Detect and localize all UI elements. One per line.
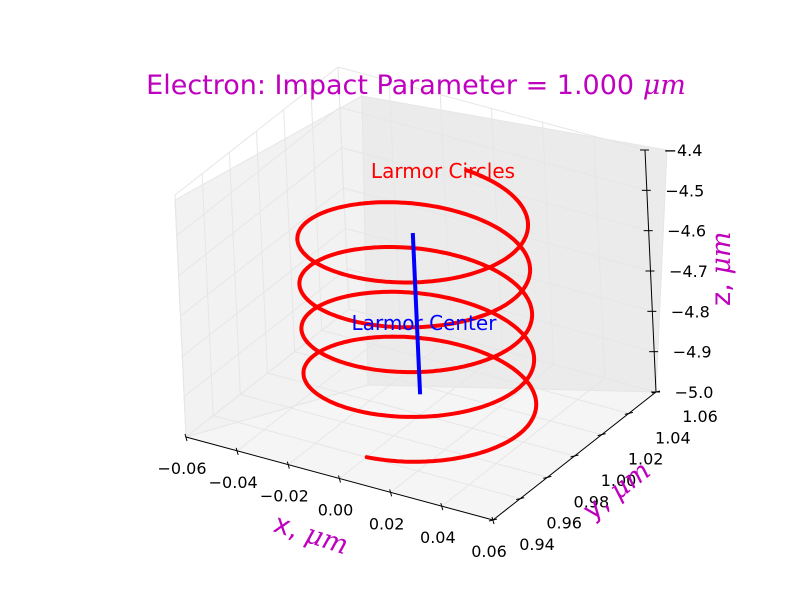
y-tick-mark <box>597 433 606 437</box>
y-tick-label: 1.02 <box>628 450 664 469</box>
z-axis-label-unit: μm <box>706 232 737 275</box>
grid-line-floor-y <box>294 351 602 436</box>
x-tick-label: 0.02 <box>369 514 405 533</box>
larmor-center-line <box>410 232 423 395</box>
chart-title-text: Electron: Impact Parameter = 1.000 <box>146 70 634 101</box>
grid-line-side-z <box>178 147 342 277</box>
grid-line-side-z <box>182 227 346 357</box>
grid-line-floor-y <box>267 372 575 457</box>
z-tick-label: −4.8 <box>671 302 710 321</box>
grid-line-back-z <box>341 147 649 232</box>
x-axis-label-unit: μm <box>301 518 352 561</box>
z-axis-label-text: z, <box>706 275 737 306</box>
z-tick-label: −5.0 <box>675 383 714 402</box>
x-tick-label: −0.04 <box>209 473 258 492</box>
back-pane-left <box>174 95 369 438</box>
grid-line-back-z <box>337 66 646 151</box>
y-tick-label: 1.06 <box>682 407 718 426</box>
chart-title-unit: μm <box>643 70 686 101</box>
y-tick-mark <box>488 518 498 522</box>
x-tick-mark <box>338 475 341 483</box>
x-tick-label: −0.02 <box>260 487 309 506</box>
x-tick-label: −0.06 <box>157 459 206 478</box>
grid-line-side-z <box>176 106 341 236</box>
grid-line-side-z <box>180 187 344 317</box>
grid-line-floor-y <box>240 393 548 478</box>
grid-line-floor-y <box>321 329 629 414</box>
y-tick-mark <box>570 454 579 458</box>
back-pane-right <box>361 95 668 393</box>
y-tick-mark <box>543 475 552 479</box>
z-tick-label: −4.6 <box>667 222 706 241</box>
y-tick-label: 0.94 <box>519 535 555 554</box>
y-tick-label: 1.00 <box>601 471 637 490</box>
y-tick-mark <box>516 497 525 501</box>
series-group <box>295 168 539 464</box>
x-tick-mark <box>286 461 290 469</box>
grid-line-side-z <box>183 268 348 398</box>
z-tick-label: −4.7 <box>669 262 708 281</box>
x-tick-label: 0.04 <box>420 528 456 547</box>
tick-group: −0.06−0.04−0.02 0.00 0.02 0.04 0.06 0.94 0.96 0… <box>157 141 717 561</box>
z-tick-label: −4.4 <box>664 141 703 160</box>
x-tick-mark <box>184 433 188 442</box>
y-tick-mark <box>624 411 633 415</box>
grid-line-side-z <box>174 66 339 196</box>
chart-title: Electron: Impact Parameter = 1.000 μm <box>146 70 686 101</box>
x-tick-label: 0.06 <box>471 542 507 561</box>
y-tick-label: 1.04 <box>655 428 691 447</box>
y-tick-label: 0.98 <box>574 492 610 511</box>
grid-line-side-z <box>185 308 350 438</box>
z-axis-label: z, μm <box>706 232 737 307</box>
x-tick-label: 0.00 <box>318 501 354 520</box>
larmor-circles-helix <box>295 168 539 464</box>
larmor-circles-label: Larmor Circles <box>371 159 515 183</box>
grid-line-back-z <box>345 227 653 312</box>
x-tick-mark <box>235 447 239 455</box>
grid-line-back-z <box>339 106 647 191</box>
larmor-center-label: Larmor Center <box>352 311 498 335</box>
y-tick-label: 0.96 <box>546 514 582 533</box>
y-axis-label: y, μm <box>577 455 656 526</box>
x-tick-mark <box>389 489 393 497</box>
x-tick-mark <box>440 503 444 511</box>
z-tick-label: −4.9 <box>673 343 712 362</box>
z-tick-label: −4.5 <box>665 181 704 200</box>
